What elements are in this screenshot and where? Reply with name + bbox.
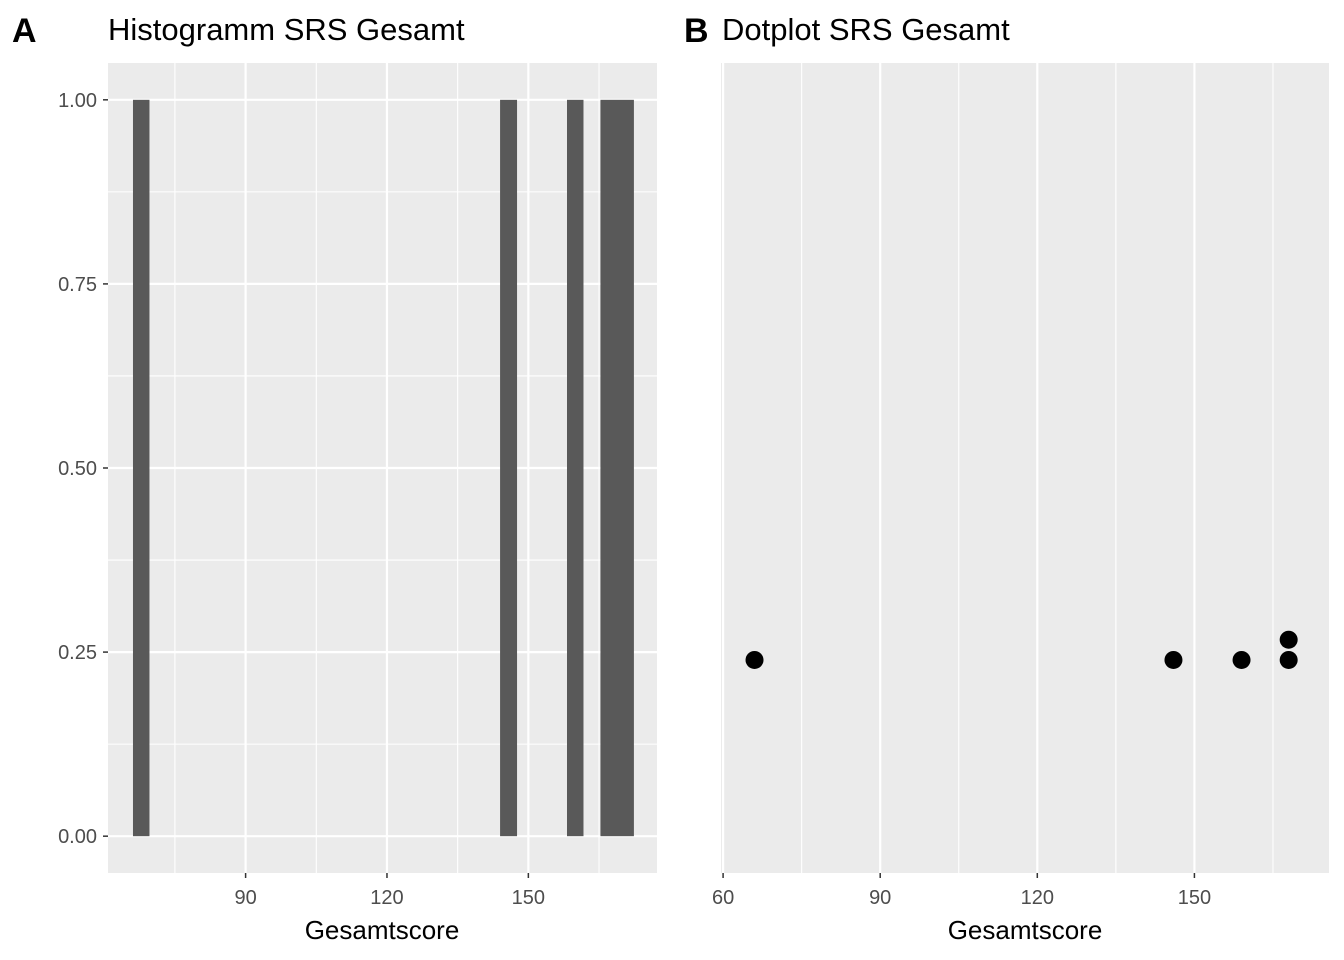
panel-b-x-tick-label: 90 bbox=[869, 887, 891, 909]
panel-b-gridlines bbox=[721, 63, 1274, 873]
dotplot-point bbox=[1164, 650, 1183, 669]
panel-a-bars bbox=[132, 99, 634, 837]
panel-b-x-axis: 60 90 120 150 bbox=[712, 873, 1211, 909]
panel-b-x-axis-title: Gesamtscore bbox=[948, 915, 1103, 945]
panel-b-x-tick-label: 60 bbox=[712, 887, 734, 909]
dotplot-point bbox=[1279, 650, 1298, 669]
panel-b-title: Dotplot SRS Gesamt bbox=[722, 12, 1010, 47]
panel-b-tag: B bbox=[684, 12, 709, 50]
histogram-bar bbox=[500, 99, 518, 837]
panel-a-y-axis: 0.00 0.25 0.50 0.75 1.00 bbox=[58, 90, 108, 848]
panel-a-y-tick-label: 0.75 bbox=[58, 274, 97, 296]
panel-b-x-tick-label: 150 bbox=[1178, 887, 1211, 909]
panel-a-x-tick-label: 150 bbox=[512, 887, 545, 909]
panel-b-plot-area bbox=[721, 63, 1329, 873]
panel-b-points bbox=[745, 630, 1298, 669]
dotplot-point bbox=[1279, 630, 1298, 649]
histogram-bar bbox=[132, 99, 150, 837]
dotplot-point bbox=[1232, 650, 1251, 669]
panel-a-x-tick-label: 90 bbox=[234, 887, 256, 909]
dotplot-point bbox=[745, 650, 764, 669]
panel-b-x-tick-label: 120 bbox=[1021, 887, 1054, 909]
panel-a-gridlines bbox=[108, 63, 657, 873]
panel-a-title: Histogramm SRS Gesamt bbox=[108, 12, 465, 47]
panel-a-x-axis: 90 120 150 bbox=[234, 873, 545, 909]
panel-a-y-tick-label: 0.00 bbox=[58, 826, 97, 848]
histogram-bar bbox=[600, 99, 634, 837]
histogram-bar bbox=[566, 99, 584, 837]
panel-a-x-axis-title: Gesamtscore bbox=[305, 915, 460, 945]
panel-a-y-tick-label: 0.50 bbox=[58, 458, 97, 480]
panel-a-y-tick-label: 1.00 bbox=[58, 90, 97, 112]
panel-a-y-tick-label: 0.25 bbox=[58, 642, 97, 664]
panel-a-tag: A bbox=[12, 12, 37, 50]
panel-a-x-tick-label: 120 bbox=[370, 887, 403, 909]
